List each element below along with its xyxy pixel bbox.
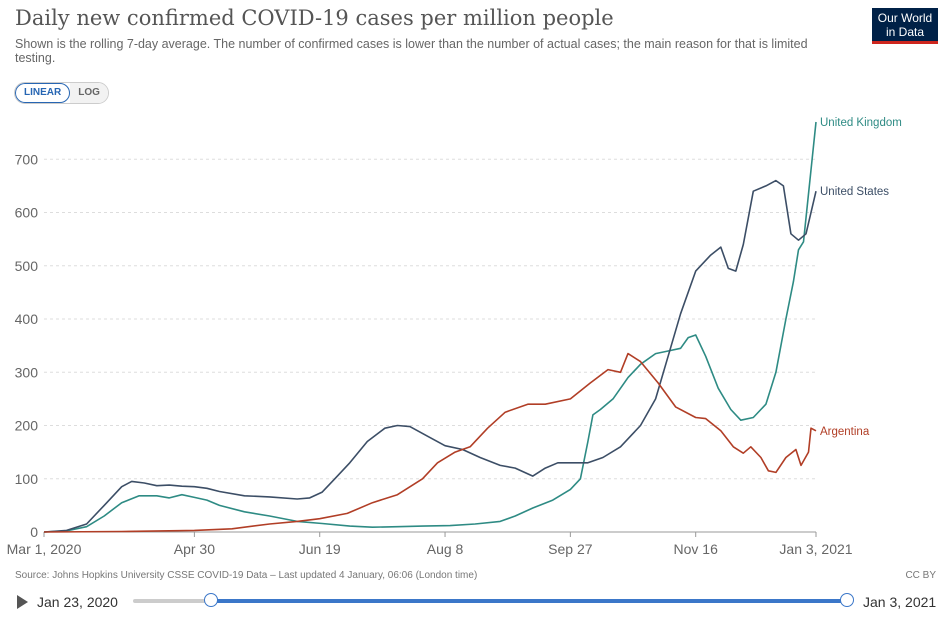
y-tick-label: 400	[15, 311, 39, 327]
y-tick-label: 600	[15, 205, 39, 221]
y-tick-label: 700	[15, 151, 39, 167]
series-label-argentina: Argentina	[820, 426, 870, 438]
timeline-selected-range	[211, 599, 847, 603]
x-tick-label: Nov 16	[674, 541, 719, 557]
log-scale-button[interactable]: LOG	[70, 83, 108, 103]
play-icon[interactable]	[17, 595, 28, 609]
linear-scale-button[interactable]: LINEAR	[15, 83, 71, 103]
timeline-end-label: Jan 3, 2021	[863, 594, 937, 610]
source-note: Source: Johns Hopkins University CSSE CO…	[15, 570, 478, 581]
timeline-start-handle[interactable]	[204, 593, 218, 607]
series-line-argentina	[43, 352, 817, 533]
y-tick-label: 200	[15, 418, 39, 434]
x-tick-label: Apr 30	[174, 541, 215, 557]
series-line-united-kingdom	[43, 121, 817, 533]
logo-line-1: Our World	[877, 11, 933, 25]
line-chart: 0 100 200 300 400 500 600 700 Mar 1, 2020 Apr 30 J…	[7, 117, 902, 557]
x-tick-label: Jan 3, 2021	[779, 541, 852, 557]
chart-title: Daily new confirmed COVID-19 cases per m…	[15, 6, 614, 30]
license-link[interactable]: CC BY	[905, 570, 936, 581]
chart-subtitle: Shown is the rolling 7-day average. The …	[15, 37, 808, 65]
y-tick-label: 500	[15, 258, 39, 274]
x-tick-label: Jun 19	[299, 541, 341, 557]
timeline-end-handle[interactable]	[840, 593, 854, 607]
series-label-united-states: United States	[820, 186, 889, 198]
x-tick-label: Aug 8	[427, 541, 464, 557]
series-line-united-states	[43, 179, 817, 533]
owid-logo[interactable]: Our World in Data	[872, 8, 938, 44]
y-tick-label: 300	[15, 364, 39, 380]
y-tick-label: 0	[30, 524, 38, 540]
timeline-start-label: Jan 23, 2020	[37, 594, 118, 610]
x-tick-label: Sep 27	[548, 541, 593, 557]
scale-toggle: LINEAR LOG	[14, 82, 109, 104]
y-tick-label: 100	[15, 471, 39, 487]
logo-line-2: in Data	[885, 25, 925, 39]
x-tick-label: Mar 1, 2020	[7, 541, 82, 557]
series-label-united-kingdom: United Kingdom	[820, 117, 902, 129]
